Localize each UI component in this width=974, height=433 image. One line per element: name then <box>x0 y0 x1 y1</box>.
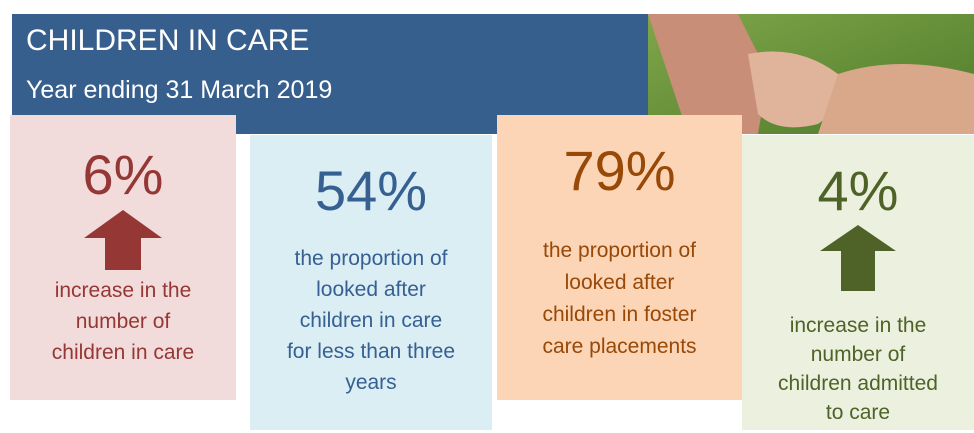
stat-description: looked after <box>250 279 492 300</box>
stat-description: children in care <box>10 342 236 363</box>
stat-description: number of <box>742 344 974 365</box>
stat-description: number of <box>10 311 236 332</box>
stat-description: looked after <box>497 272 742 293</box>
stat-value: 6% <box>10 147 236 203</box>
stat-description: children admitted <box>742 373 974 394</box>
stat-tile: 6% increase in the number of children in ca… <box>10 115 236 400</box>
stat-description: the proportion of <box>497 240 742 261</box>
stat-description: children in foster <box>497 304 742 325</box>
up-arrow <box>820 225 896 291</box>
stat-value: 54% <box>250 163 492 219</box>
subtitle: Year ending 31 March 2019 <box>26 76 332 105</box>
page: CHILDREN IN CARE Year ending 31 March 20… <box>0 0 974 433</box>
stat-description: to care <box>742 402 974 423</box>
stat-value: 4% <box>742 163 974 219</box>
stat-description: for less than three <box>250 341 492 362</box>
stat-value: 79% <box>497 143 742 199</box>
stat-description: care placements <box>497 336 742 357</box>
stat-description: children in care <box>250 310 492 331</box>
stat-description: increase in the <box>10 280 236 301</box>
stat-tile: 79% the proportion of looked after children… <box>497 115 742 400</box>
stat-description: years <box>250 372 492 393</box>
stat-description: the proportion of <box>250 248 492 269</box>
stat-tile: 54% the proportion of looked after children… <box>250 135 492 430</box>
up-arrow <box>84 210 162 270</box>
stat-tile: 4% increase in the number of children admit… <box>742 135 974 430</box>
title: CHILDREN IN CARE <box>26 24 309 58</box>
stat-description: increase in the <box>742 315 974 336</box>
